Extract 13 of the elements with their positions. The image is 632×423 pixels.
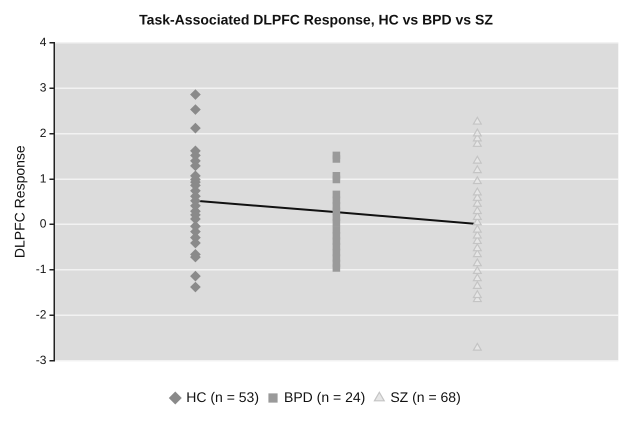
y-tick-label: 2 [40, 126, 47, 140]
y-axis-title: DLPFC Response [11, 145, 28, 258]
legend-label: BPD (n = 24) [284, 388, 366, 405]
y-tick-label: -2 [36, 308, 47, 322]
legend-label: HC (n = 53) [186, 388, 260, 405]
y-tick-label: -1 [36, 262, 47, 276]
y-tick-label: 1 [40, 171, 47, 186]
y-tick-label: 4 [40, 35, 47, 50]
chart-title: Task-Associated DLPFC Response, HC vs BPD vs SZ [139, 11, 494, 28]
y-tick-label: -3 [36, 352, 47, 367]
y-tick-label: 0 [40, 216, 47, 231]
legend-label: SZ (n = 68) [390, 388, 461, 405]
y-tick-label: 3 [40, 80, 47, 95]
